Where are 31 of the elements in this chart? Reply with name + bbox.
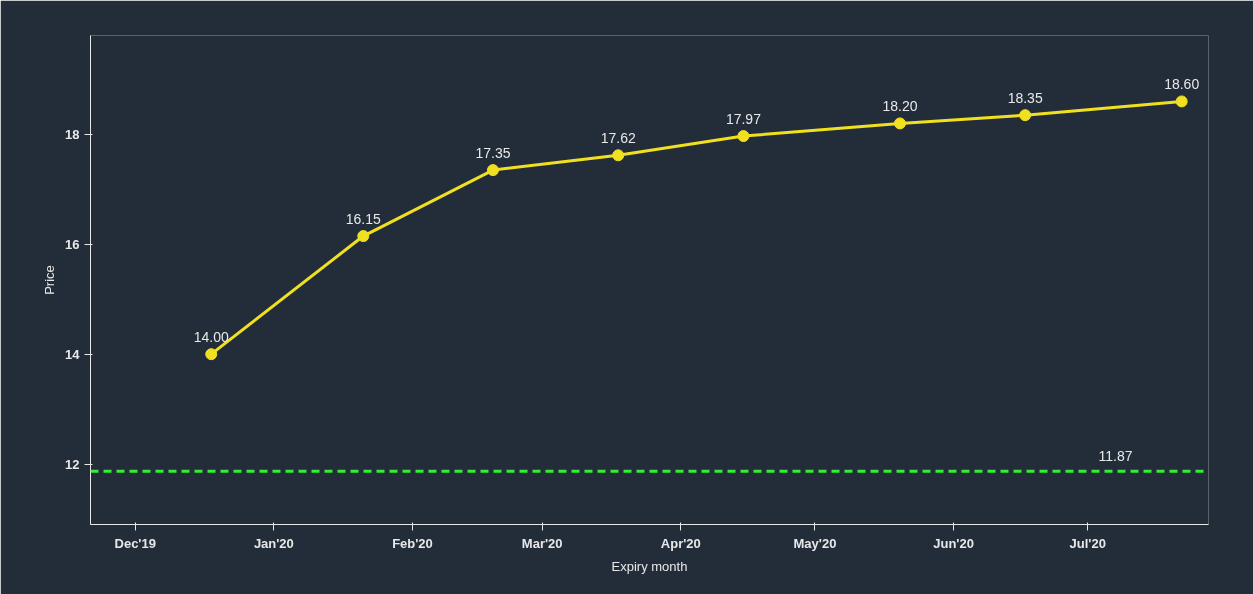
x-tick-label: Jun'20	[933, 535, 974, 551]
point	[357, 230, 370, 243]
y-tick-label: 14	[65, 346, 81, 362]
x-tick-label: Jul'20	[1069, 535, 1106, 551]
data-label: 17.62	[600, 130, 636, 147]
y-tick-label: 16	[65, 236, 80, 252]
data-label: 18.60	[1164, 76, 1200, 93]
point	[612, 149, 625, 162]
ref-line-label: 11.87	[1098, 448, 1133, 465]
x-tick-label: Apr'20	[660, 535, 701, 551]
point	[205, 348, 218, 361]
point	[1175, 95, 1188, 108]
x-tick-label: Dec'19	[114, 535, 156, 551]
y-tick-label: 12	[65, 456, 80, 472]
data-label: 14.00	[193, 329, 229, 346]
data-label: 18.35	[1007, 90, 1043, 107]
x-axis-title: Expiry month	[611, 558, 688, 574]
x-tick-label: May'20	[793, 535, 837, 551]
x-tick-label: Feb'20	[392, 535, 433, 551]
x-tick-label: Jan'20	[253, 535, 294, 551]
data-label: 17.35	[475, 145, 511, 162]
data-label: 17.97	[725, 111, 762, 128]
point	[737, 130, 750, 143]
x-tick-label: Mar'20	[521, 535, 563, 551]
data-label: 18.20	[882, 98, 918, 115]
data-label: 16.15	[345, 211, 382, 228]
y-tick-label: 18	[65, 126, 80, 142]
point	[486, 164, 499, 177]
point	[893, 117, 906, 130]
point	[1019, 109, 1032, 122]
y-axis-title: Price	[42, 265, 58, 295]
